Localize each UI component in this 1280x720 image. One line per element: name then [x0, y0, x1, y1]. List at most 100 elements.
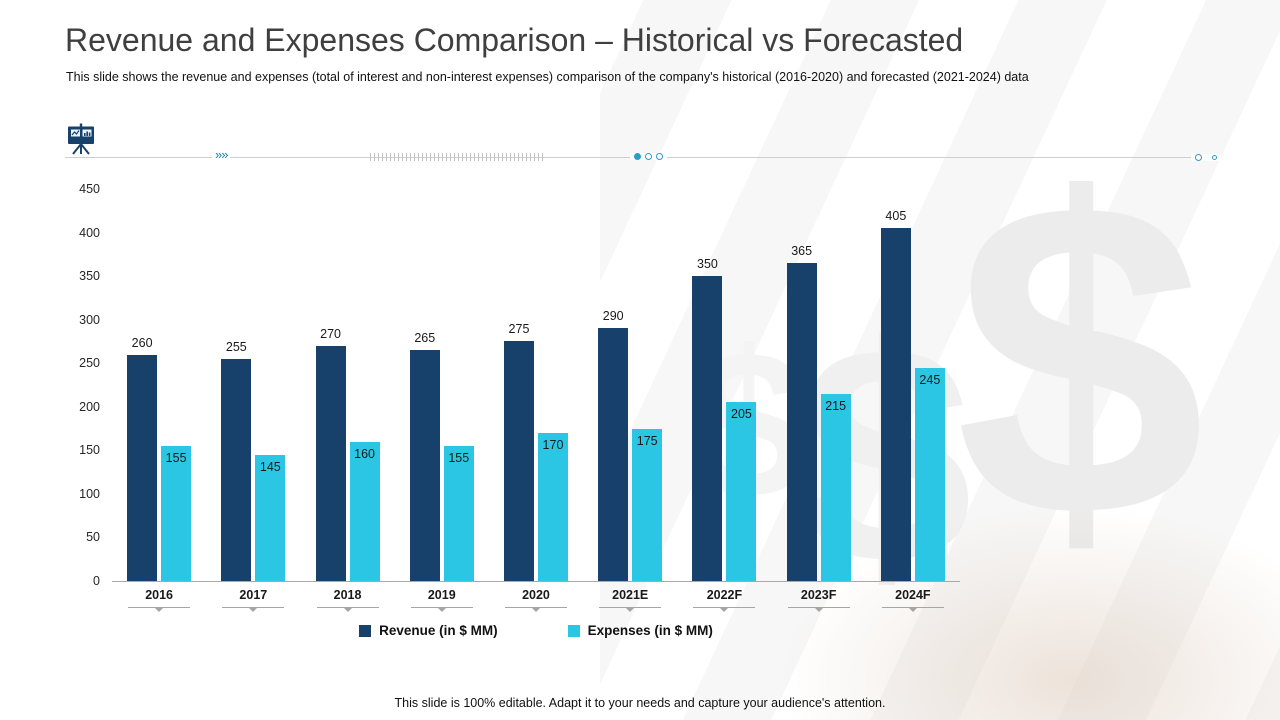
divider-ticks-icon [370, 153, 545, 161]
x-category-label: 2024F [895, 588, 931, 602]
x-category-label: 2021E [612, 588, 649, 602]
x-category-cell: 2023F [772, 583, 866, 615]
bar-group: 405 245 [866, 189, 960, 581]
legend-swatch-icon [567, 624, 580, 637]
dot-icon [645, 153, 652, 160]
revenue-bar: 275 [503, 322, 534, 581]
bar-value-label: 290 [602, 309, 624, 324]
revenue-bar: 290 [598, 309, 629, 581]
x-category-marker-icon [222, 607, 285, 615]
bar-value-label: 260 [131, 335, 153, 350]
bar-value-label: 255 [225, 339, 247, 354]
bar-value-label: 405 [885, 209, 907, 224]
chart-legend: Revenue (in $ MM) Expenses (in $ MM) [112, 623, 960, 638]
y-tick-label: 400 [79, 225, 100, 240]
expenses-bar: 145 [255, 454, 286, 581]
bar-group: 290 175 [583, 189, 677, 581]
revenue-bar: 270 [315, 327, 346, 581]
x-category-cell: 2016 [112, 583, 206, 615]
dot-icon [1195, 154, 1202, 161]
bar-value-label: 365 [791, 244, 813, 259]
bar-group: 265 155 [395, 189, 489, 581]
bar-value-label: 215 [825, 398, 847, 413]
expenses-bar: 175 [632, 428, 663, 581]
divider-chevrons-icon: »» [212, 147, 231, 162]
bar-group: 260 155 [112, 189, 206, 581]
slide-subtitle: This slide shows the revenue and expense… [66, 70, 1029, 84]
x-category-label: 2020 [522, 588, 550, 602]
x-category-cell: 2019 [395, 583, 489, 615]
legend-label: Expenses (in $ MM) [587, 623, 713, 638]
x-category-label: 2016 [145, 588, 174, 602]
revenue-bar: 260 [127, 336, 158, 581]
bar-group: 365 215 [772, 189, 866, 581]
bar-value-label: 265 [414, 331, 436, 346]
bar-value-label: 160 [354, 446, 375, 461]
x-category-marker-icon [693, 607, 756, 615]
dot-icon [634, 153, 641, 160]
presentation-chart-icon [64, 122, 98, 161]
y-tick-label: 450 [79, 182, 100, 196]
revenue-bar: 365 [786, 244, 817, 581]
bar-group: 270 160 [300, 189, 394, 581]
x-category-label: 2017 [239, 588, 268, 602]
x-category-cell: 2022F [677, 583, 771, 615]
expenses-bar: 245 [914, 367, 945, 581]
legend-swatch-icon [359, 624, 372, 637]
y-tick-label: 150 [79, 443, 100, 458]
y-tick-label: 200 [79, 399, 100, 414]
x-category-marker-icon [787, 607, 850, 615]
x-category-label: 2023F [800, 588, 837, 602]
dot-icon [656, 153, 663, 160]
bar-value-label: 245 [919, 372, 941, 387]
revenue-bar: 255 [221, 340, 252, 581]
bar-value-label: 350 [696, 257, 718, 272]
legend-item: Expenses (in $ MM) [567, 623, 713, 638]
expenses-bar: 155 [443, 445, 474, 581]
revenue-bar: 350 [692, 257, 723, 581]
x-category-marker-icon [128, 607, 191, 615]
bar-value-label: 155 [448, 450, 470, 465]
x-category-cell: 2024F [866, 583, 960, 615]
x-category-marker-icon [410, 607, 473, 615]
expenses-bar: 155 [161, 445, 192, 581]
divider-dots-right-icon [1191, 154, 1221, 161]
x-category-label: 2022F [706, 588, 743, 602]
expenses-bar: 205 [726, 402, 757, 581]
bar-value-label: 205 [730, 407, 752, 422]
expenses-bar: 215 [820, 393, 851, 581]
x-category-marker-icon [316, 607, 379, 615]
bar-value-label: 175 [636, 433, 658, 448]
x-category-cell: 2021E [583, 583, 677, 615]
y-tick-label: 100 [79, 486, 100, 501]
bar-value-label: 270 [320, 326, 341, 341]
slide-footer: This slide is 100% editable. Adapt it to… [394, 696, 886, 710]
dot-icon [1212, 155, 1217, 160]
expenses-bar: 170 [537, 432, 568, 581]
bar-group: 255 145 [206, 189, 300, 581]
bar-group: 275 170 [489, 189, 583, 581]
y-tick-label: 250 [79, 356, 100, 371]
x-category-marker-icon [599, 607, 662, 615]
x-axis: 2016 2017 2018 2019 2020 2021E 2022F 2023F 2024F [112, 583, 960, 615]
bar-group: 350 205 [677, 189, 771, 581]
revenue-bar: 405 [880, 209, 911, 581]
x-category-cell: 2020 [489, 583, 583, 615]
y-tick-label: 50 [86, 530, 100, 545]
expenses-bar: 160 [349, 441, 380, 581]
bar-value-label: 155 [165, 450, 187, 465]
bar-value-label: 275 [508, 322, 530, 337]
y-axis: 0 50 100 150 200 250 300 350 400 450 [52, 182, 100, 588]
bar-value-label: 170 [542, 437, 564, 452]
legend-label: Revenue (in $ MM) [379, 623, 498, 638]
x-category-cell: 2018 [300, 583, 394, 615]
x-category-marker-icon [881, 607, 944, 615]
y-tick-label: 0 [93, 574, 100, 588]
divider-dots-icon [630, 153, 667, 160]
legend-item: Revenue (in $ MM) [359, 623, 498, 638]
plot-area: 260 155 255 145 270 160 265 155 275 170 290 175 350 2… [112, 189, 960, 582]
y-tick-label: 350 [79, 269, 100, 284]
x-category-cell: 2017 [206, 583, 300, 615]
page-title: Revenue and Expenses Comparison – Histor… [65, 22, 964, 58]
